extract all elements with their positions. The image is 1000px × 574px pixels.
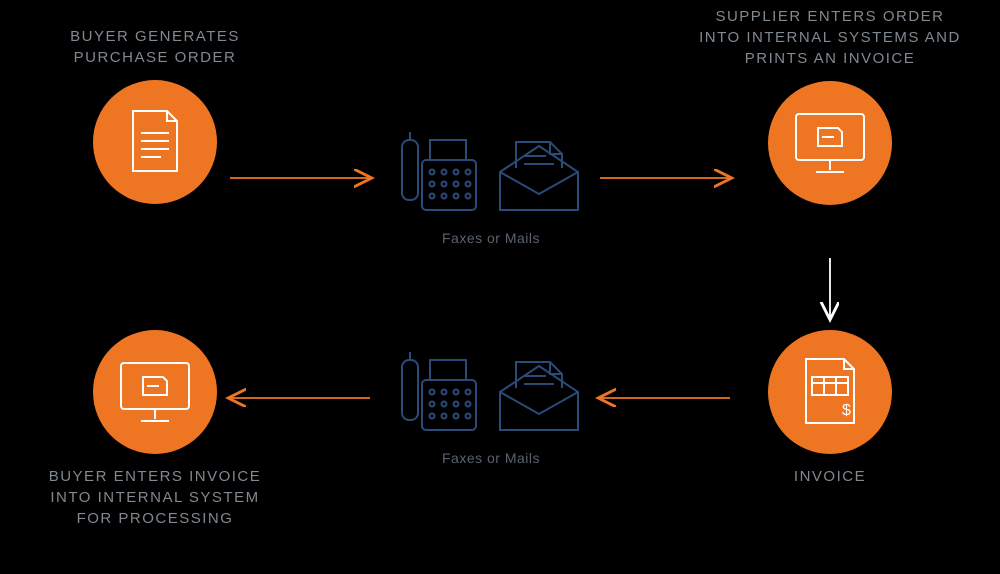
node-supplier-order-label: SUPPLIER ENTERS ORDERINTO INTERNAL SYSTE… [699,6,961,69]
fax-icon [400,130,478,216]
node-invoice-label: INVOICE [794,466,866,487]
node-invoice: $ INVOICE [740,330,920,487]
circle-supplier-order [768,81,892,205]
node-supplier-order: SUPPLIER ENTERS ORDERINTO INTERNAL SYSTE… [690,6,970,205]
faxmail-top-label: Faxes or Mails [442,230,540,246]
faxmail-bottom-label: Faxes or Mails [442,450,540,466]
mail-icon [496,136,582,216]
invoice-icon: $ [802,357,858,427]
monitor-icon [117,359,193,425]
mail-icon [496,356,582,436]
node-buyer-invoice: BUYER ENTERS INVOICEINTO INTERNAL SYSTEM… [30,330,280,529]
node-buyer-po: BUYER GENERATESPURCHASE ORDER [65,26,245,204]
fax-icon [400,350,478,436]
circle-buyer-invoice [93,330,217,454]
circle-invoice: $ [768,330,892,454]
node-buyer-invoice-label: BUYER ENTERS INVOICEINTO INTERNAL SYSTEM… [49,466,262,529]
monitor-icon [792,110,868,176]
document-icon [127,109,183,175]
circle-buyer-po [93,80,217,204]
node-buyer-po-label: BUYER GENERATESPURCHASE ORDER [70,26,240,68]
faxmail-bottom: Faxes or Mails [400,350,582,466]
svg-text:$: $ [842,402,851,419]
faxmail-top: Faxes or Mails [400,130,582,246]
